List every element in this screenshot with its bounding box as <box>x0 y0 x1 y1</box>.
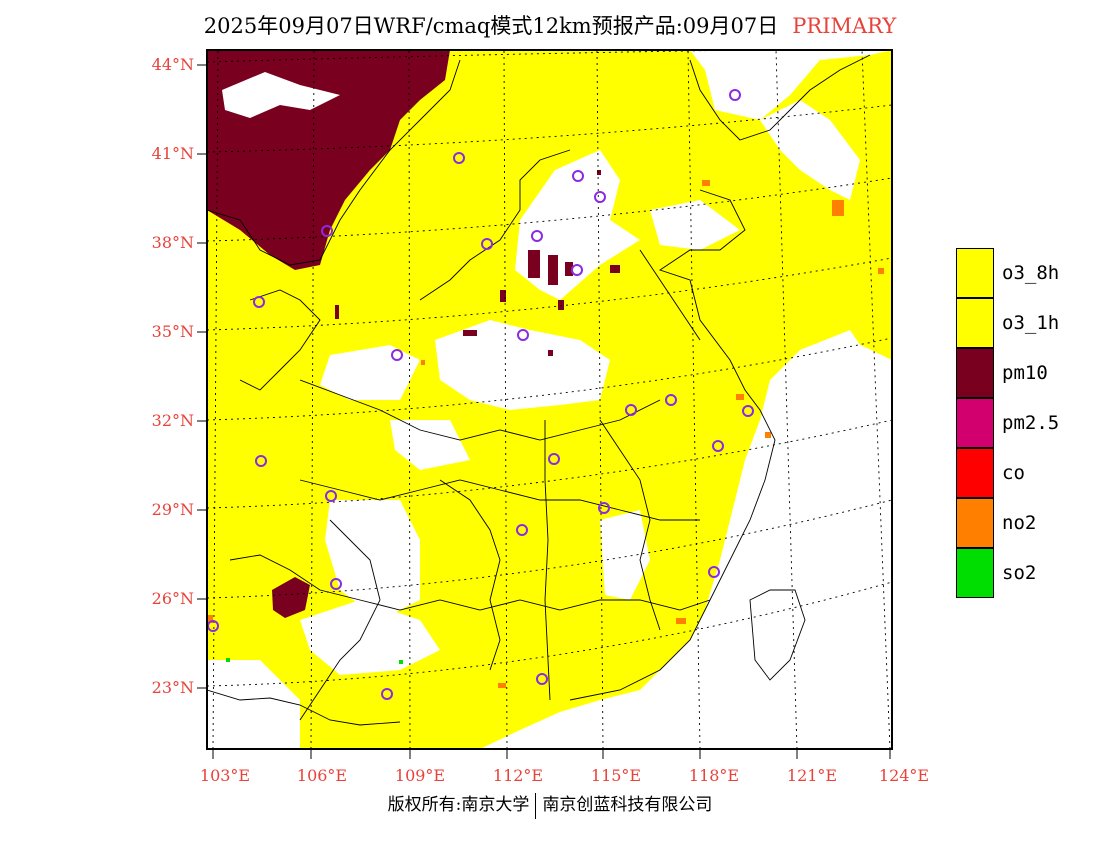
legend-swatch <box>956 448 994 498</box>
lat-label-44n: 44°N <box>151 55 194 74</box>
clear-area-southwest <box>325 500 420 620</box>
legend-label: co <box>1002 462 1025 484</box>
lat-label-32n: 32°N <box>151 411 194 430</box>
lon-label-118e: 118°E <box>688 766 740 785</box>
copyright-footer: 版权所有:南京大学 南京创蓝科技有限公司 <box>0 790 1100 819</box>
legend-label: pm10 <box>1002 362 1048 384</box>
pm10-specks-north-china <box>335 170 620 356</box>
clear-area-yunnan-south <box>207 660 300 749</box>
lon-label-109e: 109°E <box>394 766 446 785</box>
clear-area-north-china <box>515 150 640 300</box>
lon-label-121e: 121°E <box>786 766 838 785</box>
lon-label-103e: 103°E <box>199 766 251 785</box>
map-plot-area <box>207 50 892 749</box>
clear-area-central <box>435 320 610 410</box>
legend-label: so2 <box>1002 562 1037 584</box>
legend-swatch <box>956 248 994 298</box>
so2-speck <box>399 660 403 664</box>
lat-label-38n: 38°N <box>151 233 194 252</box>
lon-label-115e: 115°E <box>590 766 642 785</box>
legend-swatch <box>956 548 994 598</box>
clear-area-yellow-sea <box>760 100 860 200</box>
copyright-left: 版权所有:南京大学 <box>387 795 530 815</box>
clear-area-bohai <box>650 200 740 250</box>
lon-label-106e: 106°E <box>296 766 348 785</box>
lon-label-124e: 124°E <box>878 766 930 785</box>
legend-swatch <box>956 298 994 348</box>
legend-label: no2 <box>1002 512 1037 534</box>
lat-label-23n: 23°N <box>151 678 194 697</box>
map-title: 2025年09月07日WRF/cmaq模式12km预报产品:09月07日 PRIM… <box>0 10 1100 40</box>
legend-swatch <box>956 398 994 448</box>
copyright-right: 南京创蓝科技有限公司 <box>542 795 713 815</box>
legend-swatch <box>956 498 994 548</box>
lon-label-112e: 112°E <box>492 766 544 785</box>
boundary-lines <box>207 54 871 726</box>
clear-area-east-sea <box>620 340 892 749</box>
lat-ticks <box>197 64 207 689</box>
graticule <box>207 50 892 749</box>
pm10-region-yunnan <box>272 577 310 618</box>
clear-area-chongqing <box>390 420 470 470</box>
lat-label-29n: 29°N <box>151 500 194 519</box>
lon-ticks <box>212 749 891 759</box>
so2-speck <box>226 658 230 662</box>
legend-label: o3_1h <box>1002 312 1060 334</box>
clear-patch-mongolia <box>222 72 340 118</box>
clear-area-guangxi <box>300 600 440 675</box>
legend-swatch <box>956 348 994 398</box>
lat-label-35n: 35°N <box>151 322 194 341</box>
map-frame <box>206 49 893 750</box>
title-text: 2025年09月07日WRF/cmaq模式12km预报产品:09月07日 <box>203 14 779 38</box>
city-markers <box>207 89 754 700</box>
legend-label: pm2.5 <box>1002 412 1060 434</box>
footer-divider <box>535 792 537 819</box>
clear-area-fujian <box>600 510 650 600</box>
no2-specks <box>207 180 884 688</box>
lat-label-26n: 26°N <box>151 589 194 608</box>
legend-label: o3_8h <box>1002 262 1060 284</box>
lat-label-41n: 41°N <box>151 144 194 163</box>
pollutant-category: PRIMARY <box>792 14 897 38</box>
